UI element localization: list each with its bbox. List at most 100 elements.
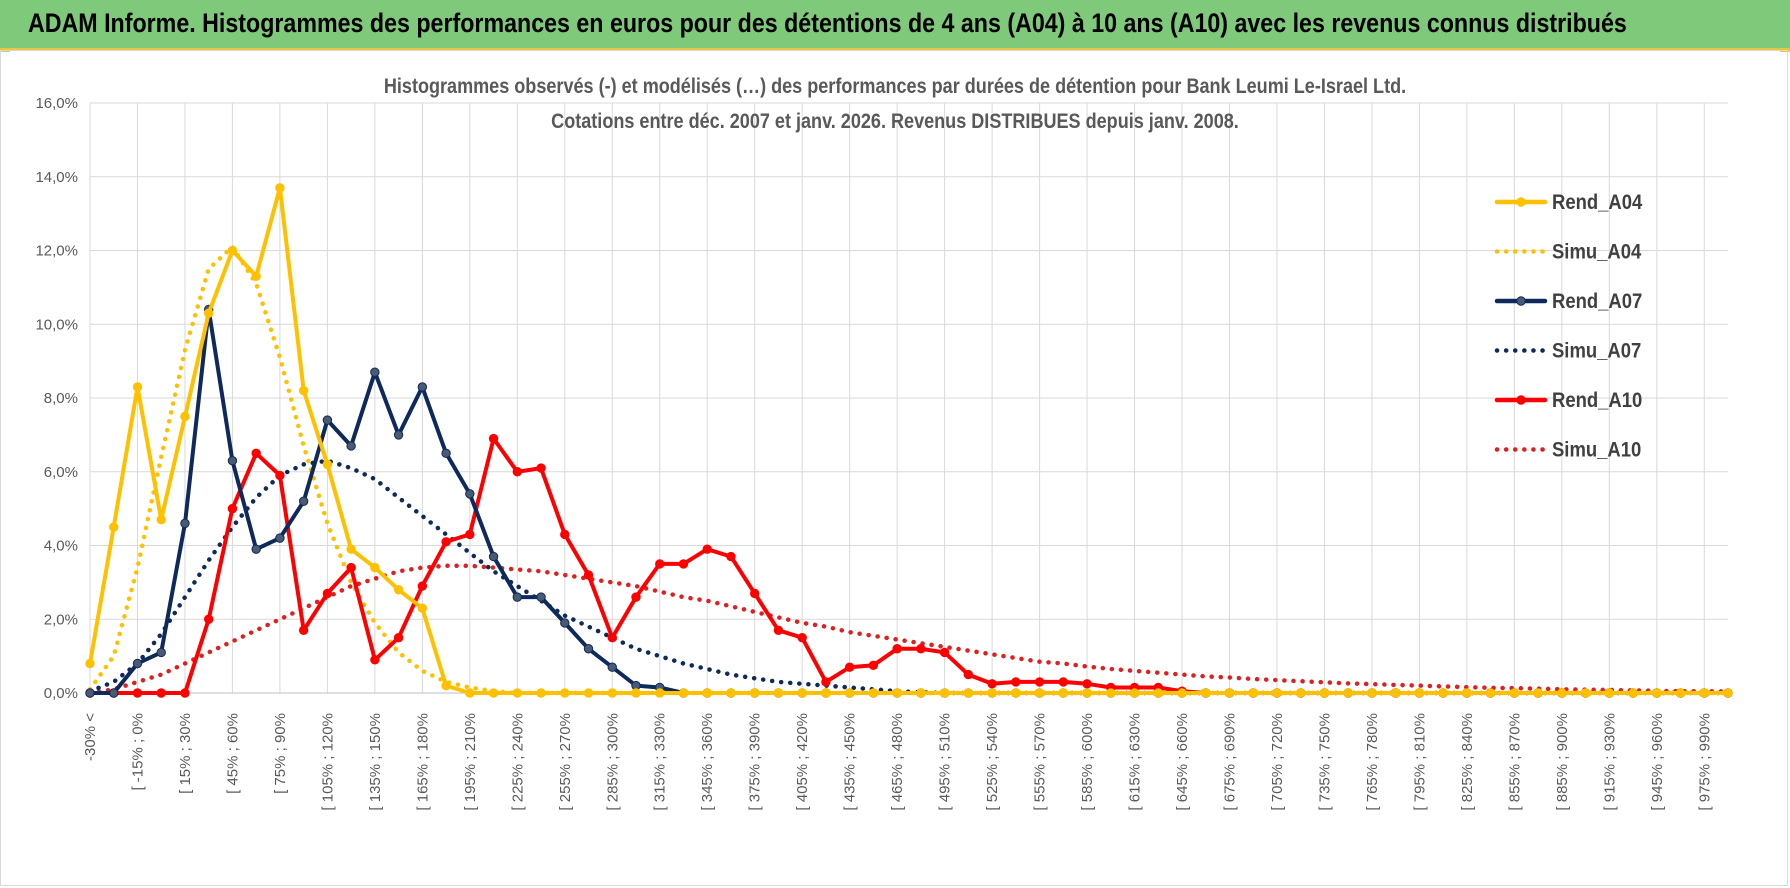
data-point-rend-a07 — [346, 441, 356, 451]
x-tick-label: [ 285% ; 300% — [604, 713, 621, 811]
data-point-rend-a10 — [417, 581, 428, 591]
x-tick-label: [ 195% ; 210% — [462, 713, 479, 811]
data-point-rend-a04 — [251, 271, 261, 282]
y-tick-label: 14,0% — [35, 169, 78, 186]
data-point-rend-a07 — [298, 496, 309, 506]
x-tick-label: [ 465% ; 480% — [889, 713, 906, 811]
data-point-rend-a10 — [773, 625, 784, 636]
x-tick-label: [ 795% ; 810% — [1411, 713, 1428, 811]
data-point-rend-a10 — [227, 503, 238, 514]
data-point-rend-a10 — [1082, 679, 1092, 689]
series-line-simu-a10 — [87, 563, 1731, 696]
data-point-rend-a04 — [1248, 688, 1258, 698]
data-point-rend-a10 — [892, 644, 902, 654]
chart-title-line1: Histogrammes observés (-) et modélisés (… — [384, 75, 1406, 99]
data-point-rend-a10 — [583, 570, 594, 580]
data-point-rend-a10 — [441, 537, 451, 547]
data-point-rend-a04 — [916, 688, 926, 698]
data-point-rend-a10 — [560, 529, 570, 540]
y-tick-label: 4,0% — [44, 538, 78, 555]
x-tick-label: [ 495% ; 510% — [937, 713, 954, 811]
data-point-rend-a04 — [1319, 688, 1330, 698]
data-point-rend-a10 — [868, 660, 879, 671]
data-point-rend-a04 — [1034, 688, 1045, 698]
data-point-rend-a04 — [1153, 688, 1163, 698]
series-line-rend-a10 — [88, 436, 1730, 695]
data-point-rend-a04 — [1343, 688, 1353, 698]
x-tick-label: [ 105% ; 120% — [319, 713, 336, 811]
x-tick-label: [ 315% ; 330% — [652, 713, 669, 811]
data-point-rend-a04 — [868, 688, 879, 698]
x-tick-label: [ 975% ; 990% — [1696, 713, 1713, 811]
data-point-rend-a04 — [346, 544, 356, 554]
data-point-rend-a04 — [109, 522, 119, 532]
data-point-rend-a04 — [987, 688, 997, 698]
x-tick-label: [ 735% ; 750% — [1316, 713, 1333, 811]
data-point-rend-a10 — [322, 588, 333, 599]
data-point-rend-a04 — [1414, 688, 1425, 698]
x-tick-label: [ 375% ; 390% — [747, 713, 764, 811]
data-point-rend-a10 — [844, 662, 855, 672]
chart-title-line2: Cotations entre déc. 2007 et janv. 2026.… — [551, 110, 1239, 134]
data-point-rend-a04 — [1106, 688, 1116, 698]
data-point-rend-a04 — [1604, 688, 1615, 698]
data-point-rend-a04 — [939, 688, 950, 698]
x-tick-label: [ 915% ; 930% — [1601, 713, 1618, 811]
legend-marker-rend-a04 — [1516, 197, 1526, 207]
data-point-rend-a04 — [1509, 688, 1520, 698]
header-bar: ADAM Informe. Histogrammes des performan… — [0, 0, 1790, 50]
x-tick-label: -30% < — [82, 713, 99, 761]
x-tick-label: [ 15% ; 30% — [177, 713, 194, 794]
y-tick-label: 10,0% — [35, 316, 78, 333]
data-point-rend-a07 — [607, 662, 617, 672]
data-point-rend-a04 — [1580, 688, 1591, 698]
data-point-rend-a07 — [180, 518, 190, 529]
x-tick-label: [ 45% ; 60% — [224, 713, 241, 794]
data-point-rend-a10 — [346, 562, 356, 573]
data-point-rend-a07 — [393, 430, 404, 440]
data-point-rend-a10 — [678, 559, 689, 569]
y-tick-label: 8,0% — [44, 390, 78, 407]
data-point-rend-a07 — [251, 544, 261, 554]
x-tick-label: [ 345% ; 360% — [699, 713, 716, 811]
data-point-rend-a04 — [892, 688, 902, 698]
data-point-rend-a10 — [702, 544, 712, 554]
data-point-rend-a04 — [156, 514, 166, 525]
x-tick-label: [ 405% ; 420% — [794, 713, 811, 811]
legend-marker-rend-a10 — [1516, 395, 1526, 405]
data-point-rend-a04 — [393, 585, 404, 595]
data-point-rend-a04 — [631, 688, 641, 698]
data-point-rend-a04 — [1628, 688, 1638, 698]
data-point-rend-a04 — [821, 688, 831, 698]
data-point-rend-a10 — [251, 448, 261, 459]
data-point-rend-a07 — [275, 533, 285, 543]
x-tick-label: [ 585% ; 600% — [1079, 713, 1096, 811]
data-point-rend-a04 — [607, 688, 617, 698]
data-point-rend-a10 — [939, 647, 950, 658]
legend-label-simu-a04: Simu_A04 — [1552, 240, 1641, 263]
data-point-rend-a04 — [1272, 688, 1282, 698]
data-point-rend-a07 — [132, 658, 143, 669]
data-point-rend-a10 — [1011, 677, 1021, 687]
data-point-rend-a04 — [1082, 688, 1092, 698]
data-point-rend-a10 — [797, 632, 807, 643]
data-point-rend-a04 — [702, 688, 712, 698]
data-point-rend-a04 — [1652, 688, 1662, 698]
data-point-rend-a10 — [655, 559, 665, 569]
data-point-rend-a07 — [488, 551, 499, 562]
x-tick-label: [ 825% ; 840% — [1459, 713, 1476, 811]
data-point-rend-a04 — [678, 688, 689, 698]
x-tick-label: [ 435% ; 450% — [842, 713, 859, 811]
data-point-rend-a07 — [441, 448, 451, 459]
data-point-rend-a04 — [1177, 688, 1187, 698]
data-point-rend-a04 — [512, 688, 523, 698]
x-tick-label: [ 225% ; 240% — [509, 713, 526, 811]
data-point-rend-a04 — [1011, 688, 1021, 698]
data-point-rend-a04 — [726, 688, 736, 698]
data-point-rend-a04 — [85, 658, 95, 669]
legend: Rend_A04 Simu_A04 Rend_A07 Simu_A07 Rend_A10… — [1494, 191, 1642, 462]
data-point-rend-a04 — [1438, 688, 1448, 698]
series-line-rend-a04 — [88, 185, 1730, 695]
data-point-rend-a04 — [963, 688, 974, 698]
